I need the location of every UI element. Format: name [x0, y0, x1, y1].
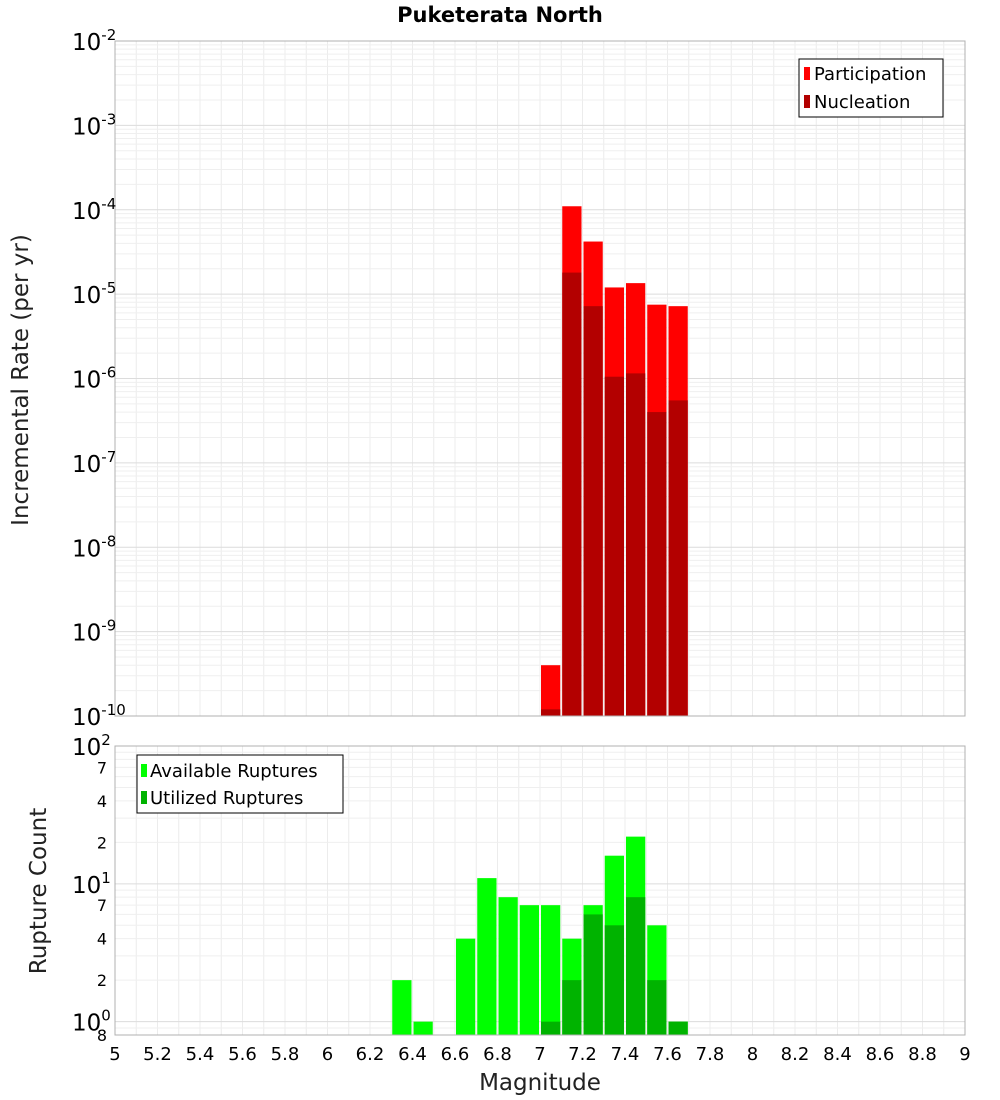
x-tick-label: 5.8 [271, 1044, 300, 1065]
nucleation-bar [583, 306, 603, 716]
rate-plot-frame [114, 40, 966, 717]
x-tick-label: 7.8 [696, 1044, 725, 1065]
x-tick-label: 6 [322, 1044, 333, 1065]
nucleation-bar [626, 373, 646, 716]
rate-y-axis-label: Incremental Rate (per yr) [8, 234, 34, 526]
x-tick-label: 6.4 [398, 1044, 427, 1065]
count-y-tick-label: 4 [97, 792, 107, 811]
available-ruptures-bar [392, 980, 412, 1035]
x-tick-label: 5.6 [228, 1044, 257, 1065]
x-tick-label: 7.6 [653, 1044, 682, 1065]
rate-legend-box [798, 58, 944, 118]
rate-legend: Participation Nucleation [798, 58, 944, 118]
count-y-tick-label: 102 [72, 731, 111, 761]
count-bars [392, 836, 688, 1035]
rate-bars [541, 206, 688, 717]
count-legend-box [136, 754, 344, 814]
x-tick-label: 5 [109, 1044, 120, 1065]
available-legend-swatch [141, 764, 147, 777]
x-tick-label: 8.4 [823, 1044, 852, 1065]
x-tick-label: 6.6 [441, 1044, 470, 1065]
utilized-ruptures-bar [541, 1021, 561, 1035]
available-ruptures-bar [477, 878, 497, 1035]
rate-y-tick-labels: 10-2 10-3 10-4 10-5 10-6 10-7 10-8 10-9 10-10 [72, 26, 126, 731]
nucleation-legend-label: Nucleation [814, 92, 910, 113]
x-tick-label: 8.6 [866, 1044, 895, 1065]
available-ruptures-bar [519, 905, 539, 1035]
rate-y-tick-label: 10-7 [72, 448, 116, 478]
count-y-tick-label: 101 [72, 869, 111, 899]
utilized-ruptures-bar [626, 897, 646, 1035]
rate-y-tick-label: 10-4 [72, 195, 116, 225]
rate-y-tick-label: 10-2 [72, 26, 116, 56]
x-tick-label: 6.8 [483, 1044, 512, 1065]
rate-y-tick-label: 10-9 [72, 617, 116, 647]
x-tick-label: 7 [534, 1044, 545, 1065]
x-tick-label: 5.2 [143, 1044, 172, 1065]
participation-legend-label: Participation [814, 64, 926, 85]
count-plot-frame [114, 745, 966, 1036]
rate-y-tick-label: 10-8 [72, 532, 116, 562]
nucleation-bar [668, 400, 688, 716]
count-y-tick-label: 100 [72, 1007, 111, 1037]
available-legend-label: Available Ruptures [150, 761, 318, 782]
utilized-ruptures-bar [562, 980, 582, 1035]
rate-y-tick-label: 10-3 [72, 110, 116, 140]
count-y-axis-label: Rupture Count [26, 808, 52, 974]
rate-y-tick-label: 10-10 [72, 701, 126, 731]
x-tick-label: 8.2 [781, 1044, 810, 1065]
count-y-tick-label: 2 [97, 833, 107, 852]
x-tick-label: 8.8 [908, 1044, 937, 1065]
x-axis-label: Magnitude [479, 1070, 601, 1096]
x-tick-label: 6.2 [356, 1044, 385, 1065]
available-ruptures-bar [498, 897, 518, 1035]
nucleation-bar [541, 709, 561, 716]
x-tick-label: 7.4 [611, 1044, 640, 1065]
participation-bar [541, 665, 561, 716]
rate-y-tick-label: 10-5 [72, 279, 116, 309]
utilized-ruptures-bar [604, 925, 624, 1035]
count-y-tick-label: 7 [97, 896, 107, 915]
count-y-tick-label: 2 [97, 971, 107, 990]
count-y-tick-label: 8 [97, 1026, 107, 1045]
utilized-legend-swatch [141, 791, 147, 804]
x-tick-label: 7.2 [568, 1044, 597, 1065]
chart-title: Puketerata North [397, 3, 603, 27]
utilized-legend-label: Utilized Ruptures [150, 788, 303, 809]
nucleation-bar [604, 376, 624, 716]
x-tick-labels: 5 5.2 5.4 5.6 5.8 6 6.2 6.4 6.6 6.8 7 7.2 7.4 7.6 7.8 8… [109, 1044, 970, 1065]
count-legend: Available Ruptures Utilized Ruptures [136, 754, 344, 814]
rate-panel: 10-2 10-3 10-4 10-5 10-6 10-7 10-8 10-9 10-10 In… [8, 26, 966, 731]
utilized-ruptures-bar [583, 914, 603, 1035]
available-ruptures-bar [541, 905, 561, 1035]
x-tick-label: 8 [747, 1044, 758, 1065]
rate-y-tick-label: 10-6 [72, 364, 116, 394]
count-y-tick-label: 4 [97, 930, 107, 949]
nucleation-bar [562, 272, 582, 716]
x-tick-label: 9 [959, 1044, 970, 1065]
rate-grid [114, 40, 966, 717]
nucleation-legend-swatch [804, 95, 810, 108]
available-ruptures-bar [456, 938, 476, 1035]
utilized-ruptures-bar [647, 980, 667, 1035]
utilized-ruptures-bar [668, 1021, 688, 1035]
nucleation-bar [647, 412, 667, 716]
x-tick-label: 5.4 [186, 1044, 215, 1065]
participation-legend-swatch [804, 67, 810, 80]
available-ruptures-bar [413, 1021, 433, 1035]
count-y-tick-label: 7 [97, 758, 107, 777]
